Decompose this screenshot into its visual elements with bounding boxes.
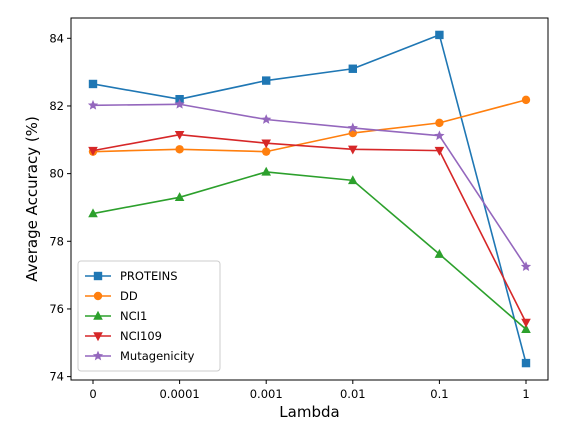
- legend-label: NCI109: [120, 329, 162, 343]
- series-line: [92, 103, 527, 268]
- series-line: [92, 133, 527, 323]
- legend: PROTEINS DD NCI1 NCI109 Mutagenicity: [77, 260, 221, 372]
- series-line: [92, 99, 527, 153]
- data-point: [261, 166, 271, 176]
- series-dd: [88, 95, 531, 156]
- legend-item: PROTEINS: [85, 269, 178, 283]
- data-point: [261, 114, 272, 124]
- legend-marker: [93, 291, 103, 301]
- data-point: [520, 261, 532, 272]
- y-axis: 74 76 78 80 82 84: [49, 31, 71, 384]
- legend-item: DD: [85, 289, 138, 303]
- series-nci109: [88, 131, 531, 328]
- x-tick-label: 0: [89, 387, 96, 401]
- y-tick-label: 82: [49, 99, 64, 113]
- x-tick-label: 0.01: [340, 387, 366, 401]
- legend-label: PROTEINS: [120, 269, 178, 283]
- legend-marker: [92, 350, 104, 361]
- legend-label: NCI1: [120, 309, 147, 323]
- x-axis-label: Lambda: [279, 403, 339, 421]
- data-point: [174, 98, 185, 109]
- legend-item: Mutagenicity: [85, 349, 195, 363]
- x-tick-label: 0.0001: [159, 387, 199, 401]
- data-point: [435, 30, 444, 40]
- data-point: [261, 139, 271, 149]
- series-line: [92, 34, 527, 364]
- series-line: [92, 171, 527, 330]
- plot-frame: [70, 17, 549, 381]
- y-tick-label: 80: [49, 167, 64, 181]
- data-point: [87, 99, 99, 110]
- data-point: [435, 118, 444, 128]
- data-point: [174, 131, 185, 140]
- y-axis-label: Average Accuracy (%): [23, 116, 41, 282]
- data-point: [434, 130, 445, 141]
- legend-marker: [93, 271, 103, 281]
- series-layer: [87, 30, 532, 368]
- data-point: [521, 318, 531, 328]
- x-tick-label: 0.001: [250, 387, 283, 401]
- x-tick-label: 0.1: [430, 387, 448, 401]
- y-tick-label: 84: [49, 31, 64, 45]
- data-point: [88, 146, 98, 156]
- legend-label: Mutagenicity: [120, 349, 195, 363]
- legend-label: DD: [120, 289, 138, 303]
- legend-item: NCI1: [85, 309, 147, 323]
- data-point: [347, 122, 358, 133]
- data-point: [521, 324, 531, 333]
- y-tick-label: 78: [49, 234, 64, 248]
- data-point: [434, 146, 445, 156]
- legend-box: [77, 260, 221, 372]
- data-point: [262, 147, 271, 156]
- x-tick-label: 1: [522, 387, 529, 401]
- series-mutagenicity: [87, 98, 532, 272]
- legend-item: NCI109: [85, 329, 162, 343]
- legend-marker: [93, 310, 103, 320]
- data-point: [348, 175, 358, 185]
- data-point: [174, 192, 185, 202]
- data-point: [348, 64, 357, 73]
- data-point: [88, 79, 98, 89]
- data-point: [521, 95, 531, 105]
- data-point: [88, 208, 98, 218]
- series-nci1: [88, 166, 531, 333]
- data-point: [262, 76, 271, 85]
- data-point: [521, 358, 531, 368]
- legend-marker: [93, 332, 103, 342]
- x-axis: 0 0.0001 0.001 0.01 0.1 1: [89, 380, 530, 401]
- data-point: [175, 145, 184, 154]
- data-point: [348, 145, 358, 155]
- y-tick-label: 74: [49, 370, 64, 384]
- y-tick-label: 76: [49, 302, 64, 316]
- data-point: [434, 248, 445, 258]
